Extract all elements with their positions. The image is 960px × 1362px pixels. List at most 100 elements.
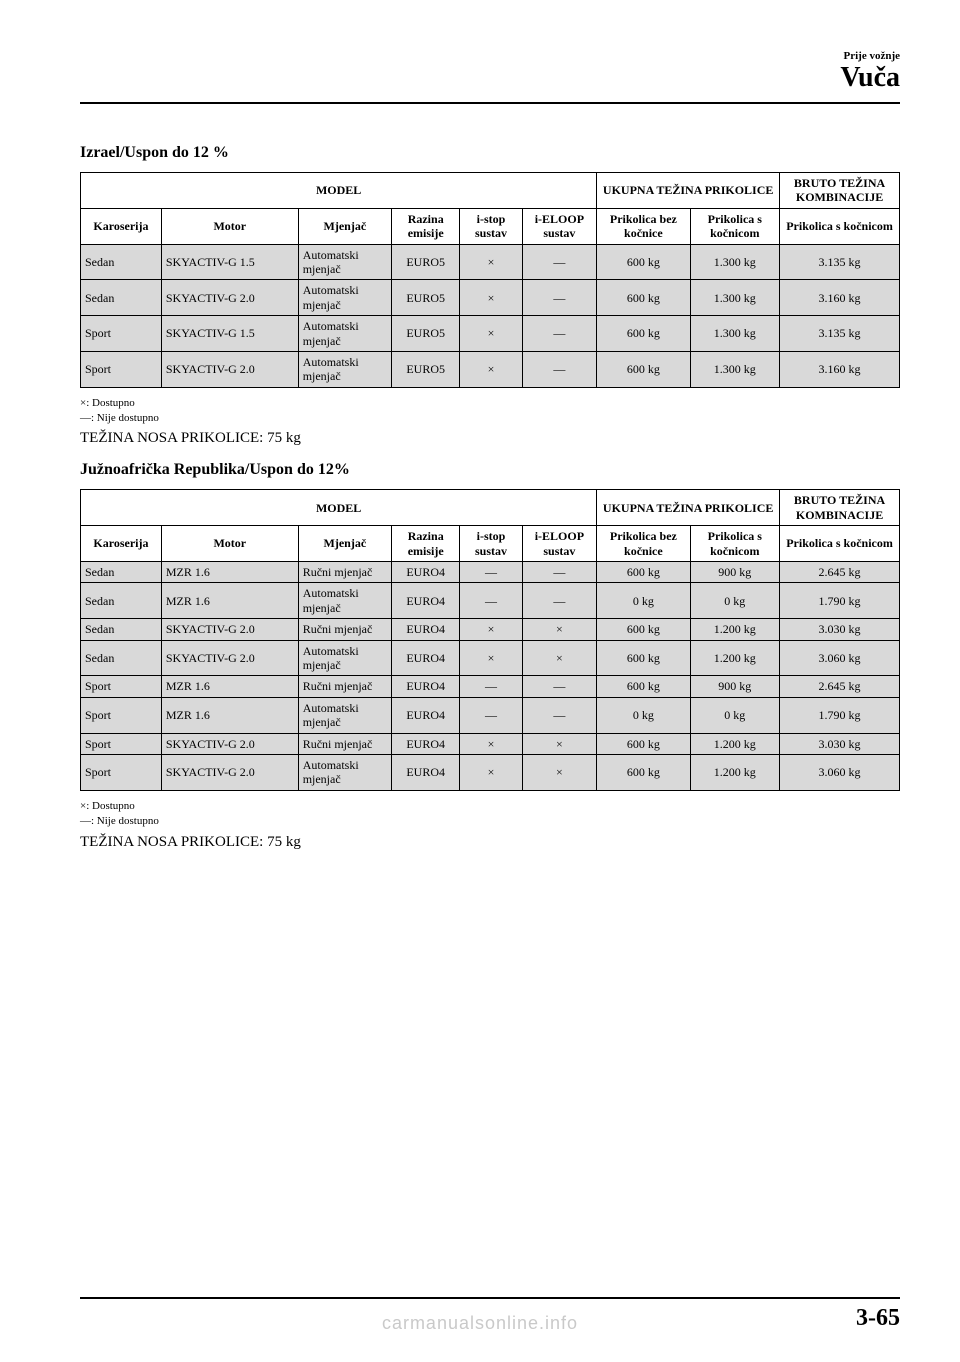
cell: × bbox=[522, 733, 597, 754]
cell: SKYACTIV-G 2.0 bbox=[161, 754, 298, 790]
cell: EURO5 bbox=[391, 351, 459, 387]
table-row: SedanMZR 1.6Automatski mjenjačEURO4――0 k… bbox=[81, 583, 900, 619]
nose-weight-1: TEŽINA NOSA PRIKOLICE: 75 kg bbox=[80, 430, 900, 447]
th-bruto2-2: Prikolica s kočnicom bbox=[780, 526, 900, 562]
th-model: MODEL bbox=[81, 173, 597, 209]
cell: EURO4 bbox=[391, 754, 459, 790]
cell: ― bbox=[522, 697, 597, 733]
cell: SKYACTIV-G 1.5 bbox=[161, 316, 298, 352]
cell: 3.160 kg bbox=[780, 280, 900, 316]
th-bruto: BRUTO TEŽINA KOMBINACIJE bbox=[780, 173, 900, 209]
cell: 1.200 kg bbox=[690, 733, 780, 754]
cell: 3.030 kg bbox=[780, 619, 900, 640]
cell: 3.060 kg bbox=[780, 754, 900, 790]
cell: MZR 1.6 bbox=[161, 697, 298, 733]
cell: 1.300 kg bbox=[690, 316, 780, 352]
cell: Automatski mjenjač bbox=[298, 640, 391, 676]
cell: × bbox=[522, 619, 597, 640]
th-ukupna: UKUPNA TEŽINA PRIKOLICE bbox=[597, 173, 780, 209]
cell: ― bbox=[522, 244, 597, 280]
fn2-1: ×: Dostupno bbox=[80, 799, 900, 814]
cell: 2.645 kg bbox=[780, 562, 900, 583]
cell: Sedan bbox=[81, 280, 162, 316]
cell: 600 kg bbox=[597, 733, 690, 754]
table-south-africa: MODEL UKUPNA TEŽINA PRIKOLICE BRUTO TEŽI… bbox=[80, 489, 900, 790]
cell: × bbox=[460, 754, 522, 790]
table-row: SportSKYACTIV-G 2.0Ručni mjenjačEURO4××6… bbox=[81, 733, 900, 754]
cell: × bbox=[460, 619, 522, 640]
cell: 2.645 kg bbox=[780, 676, 900, 697]
cell: × bbox=[460, 280, 522, 316]
th-pbez-2: Prikolica bez kočnice bbox=[597, 526, 690, 562]
cell: 3.135 kg bbox=[780, 316, 900, 352]
table-row: SportMZR 1.6Ručni mjenjačEURO4――600 kg90… bbox=[81, 676, 900, 697]
cell: Automatski mjenjač bbox=[298, 583, 391, 619]
cell: ― bbox=[522, 351, 597, 387]
th-karoserija: Karoserija bbox=[81, 208, 162, 244]
cell: 1.790 kg bbox=[780, 583, 900, 619]
cell: SKYACTIV-G 2.0 bbox=[161, 733, 298, 754]
th-bruto2: Prikolica s kočnicom bbox=[780, 208, 900, 244]
cell: 1.790 kg bbox=[780, 697, 900, 733]
cell: Sedan bbox=[81, 244, 162, 280]
table-row: SedanSKYACTIV-G 2.0Automatski mjenjačEUR… bbox=[81, 640, 900, 676]
cell: Sedan bbox=[81, 619, 162, 640]
cell: MZR 1.6 bbox=[161, 676, 298, 697]
cell: EURO4 bbox=[391, 583, 459, 619]
table-row: SportSKYACTIV-G 2.0Automatski mjenjačEUR… bbox=[81, 351, 900, 387]
cell: EURO4 bbox=[391, 733, 459, 754]
th-bruto-2: BRUTO TEŽINA KOMBINACIJE bbox=[780, 490, 900, 526]
cell: 600 kg bbox=[597, 619, 690, 640]
section2-heading: Južnoafrička Republika/Uspon do 12% bbox=[80, 461, 900, 479]
cell: 600 kg bbox=[597, 244, 690, 280]
cell: EURO4 bbox=[391, 619, 459, 640]
header-section: Prije vožnje bbox=[80, 50, 900, 62]
cell: 900 kg bbox=[690, 562, 780, 583]
cell: EURO4 bbox=[391, 676, 459, 697]
cell: SKYACTIV-G 1.5 bbox=[161, 244, 298, 280]
cell: ― bbox=[460, 583, 522, 619]
cell: Ručni mjenjač bbox=[298, 619, 391, 640]
cell: ― bbox=[522, 280, 597, 316]
cell: 600 kg bbox=[597, 640, 690, 676]
cell: Ručni mjenjač bbox=[298, 733, 391, 754]
cell: 600 kg bbox=[597, 676, 690, 697]
cell: ― bbox=[522, 676, 597, 697]
cell: 600 kg bbox=[597, 562, 690, 583]
cell: ― bbox=[522, 562, 597, 583]
cell: 600 kg bbox=[597, 754, 690, 790]
cell: ― bbox=[460, 676, 522, 697]
cell: Automatski mjenjač bbox=[298, 697, 391, 733]
cell: MZR 1.6 bbox=[161, 583, 298, 619]
cell: 3.030 kg bbox=[780, 733, 900, 754]
cell: Sedan bbox=[81, 640, 162, 676]
table-row: SportSKYACTIV-G 2.0Automatski mjenjačEUR… bbox=[81, 754, 900, 790]
cell: ― bbox=[460, 562, 522, 583]
cell: × bbox=[460, 351, 522, 387]
header-title: Vuča bbox=[80, 62, 900, 94]
cell: 1.200 kg bbox=[690, 640, 780, 676]
cell: Sedan bbox=[81, 562, 162, 583]
cell: × bbox=[522, 754, 597, 790]
th-ps-2: Prikolica s kočnicom bbox=[690, 526, 780, 562]
cell: × bbox=[522, 640, 597, 676]
fn1-1: ×: Dostupno bbox=[80, 396, 900, 411]
cell: ― bbox=[460, 697, 522, 733]
cell: 1.300 kg bbox=[690, 244, 780, 280]
table-row: SedanSKYACTIV-G 2.0Ručni mjenjačEURO4××6… bbox=[81, 619, 900, 640]
cell: × bbox=[460, 316, 522, 352]
fn2-2: ―: Nije dostupno bbox=[80, 814, 900, 829]
cell: Automatski mjenjač bbox=[298, 280, 391, 316]
cell: 3.135 kg bbox=[780, 244, 900, 280]
cell: 600 kg bbox=[597, 316, 690, 352]
cell: EURO5 bbox=[391, 316, 459, 352]
cell: Ručni mjenjač bbox=[298, 676, 391, 697]
cell: ― bbox=[522, 583, 597, 619]
cell: 1.200 kg bbox=[690, 619, 780, 640]
cell: Sedan bbox=[81, 583, 162, 619]
cell: 600 kg bbox=[597, 351, 690, 387]
table-row: SedanSKYACTIV-G 2.0Automatski mjenjačEUR… bbox=[81, 280, 900, 316]
cell: 600 kg bbox=[597, 280, 690, 316]
th-istop-2: i-stop sustav bbox=[460, 526, 522, 562]
header-rule bbox=[80, 102, 900, 104]
